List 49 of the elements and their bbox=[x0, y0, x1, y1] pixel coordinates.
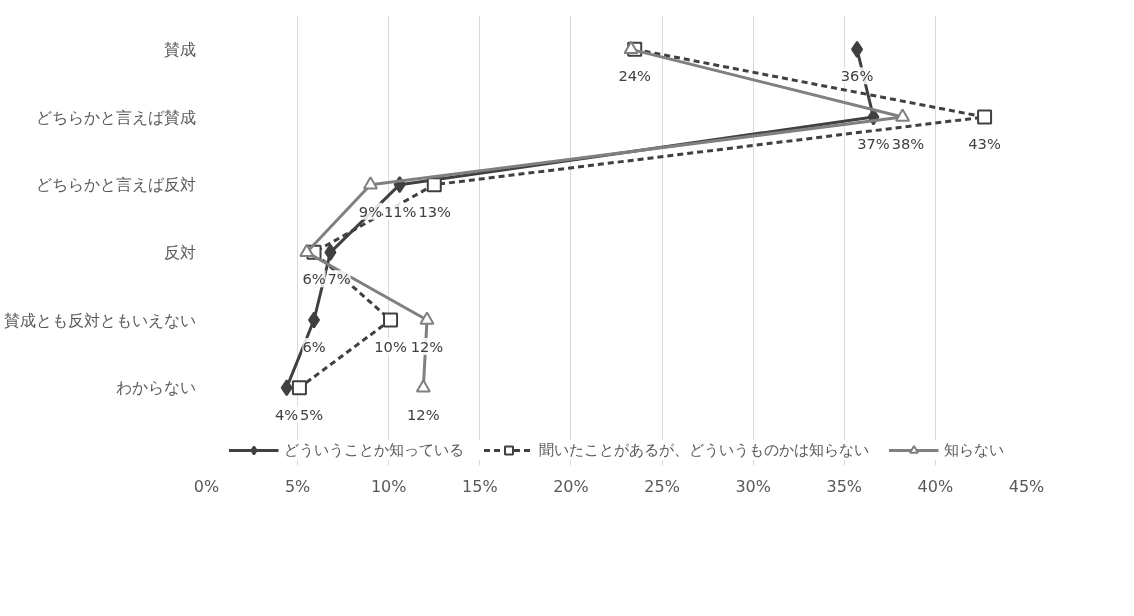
x-tick-label: 5% bbox=[284, 476, 311, 496]
point bbox=[291, 380, 307, 396]
data-label: 24% bbox=[618, 67, 652, 85]
data-label: 36% bbox=[840, 67, 874, 85]
data-label: 4% bbox=[275, 405, 299, 423]
point bbox=[280, 379, 293, 397]
x-tick-label: 0% bbox=[193, 476, 220, 496]
point bbox=[426, 177, 442, 193]
y-tick-label: どちらかと言えば反対 bbox=[35, 175, 196, 195]
point bbox=[623, 40, 639, 55]
data-label: 37% bbox=[857, 135, 890, 152]
point bbox=[895, 108, 911, 122]
x-tick-label: 20% bbox=[553, 476, 589, 496]
legend-label: 聞いたことがあるが、どういうものかは知らない bbox=[538, 440, 869, 460]
point bbox=[851, 40, 864, 58]
x-tick-label: 40% bbox=[917, 476, 954, 496]
data-label: 13% bbox=[418, 202, 452, 220]
y-tick-label: 賛成 bbox=[163, 39, 196, 59]
data-label: 6% bbox=[302, 338, 326, 356]
x-tick-label: 35% bbox=[826, 476, 863, 496]
data-label: 11% bbox=[383, 202, 417, 220]
legend-label: 知らない bbox=[943, 440, 1004, 460]
y-tick-label: わからない bbox=[115, 378, 196, 398]
data-label: 9% bbox=[358, 202, 383, 220]
data-label: 6% bbox=[302, 270, 326, 288]
y-tick-label: 反対 bbox=[163, 242, 196, 262]
y-tick-label: 賛成とも反対ともいえない bbox=[3, 310, 196, 330]
x-tick-label: 30% bbox=[735, 476, 771, 496]
point bbox=[415, 379, 431, 393]
point bbox=[299, 243, 315, 258]
legend-label: どういうことか知っている bbox=[283, 440, 464, 460]
data-label: 12% bbox=[407, 405, 440, 423]
data-label: 12% bbox=[410, 338, 444, 356]
y-tick-label: どちらかと言えば賛成 bbox=[35, 107, 196, 127]
x-tick-label: 25% bbox=[644, 476, 680, 496]
data-label: 38% bbox=[891, 135, 925, 152]
point bbox=[419, 311, 435, 325]
point bbox=[363, 176, 378, 190]
x-tick-label: 15% bbox=[462, 476, 498, 496]
point bbox=[308, 311, 321, 329]
x-tick-label: 10% bbox=[370, 476, 407, 496]
point bbox=[977, 109, 993, 125]
data-label: 43% bbox=[968, 135, 1001, 152]
data-label: 7% bbox=[327, 270, 351, 288]
point bbox=[383, 312, 399, 328]
point bbox=[324, 243, 337, 261]
x-tick-label: 45% bbox=[1008, 476, 1045, 496]
data-label: 5% bbox=[300, 405, 324, 423]
data-label: 10% bbox=[374, 338, 407, 356]
